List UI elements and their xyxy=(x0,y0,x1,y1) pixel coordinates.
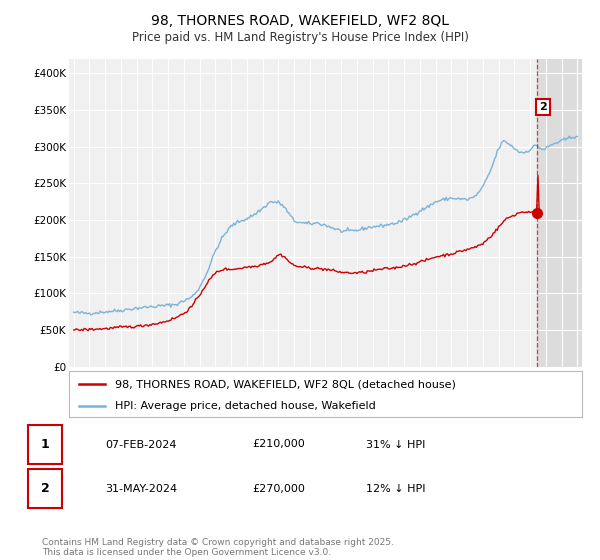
FancyBboxPatch shape xyxy=(28,469,62,508)
Text: Price paid vs. HM Land Registry's House Price Index (HPI): Price paid vs. HM Land Registry's House … xyxy=(131,31,469,44)
Text: 07-FEB-2024: 07-FEB-2024 xyxy=(105,440,176,450)
Text: 31-MAY-2024: 31-MAY-2024 xyxy=(105,484,177,493)
Text: 1: 1 xyxy=(41,438,49,451)
Text: HPI: Average price, detached house, Wakefield: HPI: Average price, detached house, Wake… xyxy=(115,401,376,410)
Text: 98, THORNES ROAD, WAKEFIELD, WF2 8QL: 98, THORNES ROAD, WAKEFIELD, WF2 8QL xyxy=(151,14,449,28)
Text: 12% ↓ HPI: 12% ↓ HPI xyxy=(366,484,425,493)
Text: £270,000: £270,000 xyxy=(252,484,305,493)
Bar xyxy=(536,59,593,367)
Text: 2: 2 xyxy=(539,102,547,112)
Text: 2: 2 xyxy=(41,482,49,495)
Text: Contains HM Land Registry data © Crown copyright and database right 2025.
This d: Contains HM Land Registry data © Crown c… xyxy=(42,538,394,557)
Text: 98, THORNES ROAD, WAKEFIELD, WF2 8QL (detached house): 98, THORNES ROAD, WAKEFIELD, WF2 8QL (de… xyxy=(115,379,456,389)
Text: 31% ↓ HPI: 31% ↓ HPI xyxy=(366,440,425,450)
FancyBboxPatch shape xyxy=(28,425,62,464)
Text: £210,000: £210,000 xyxy=(252,440,305,450)
